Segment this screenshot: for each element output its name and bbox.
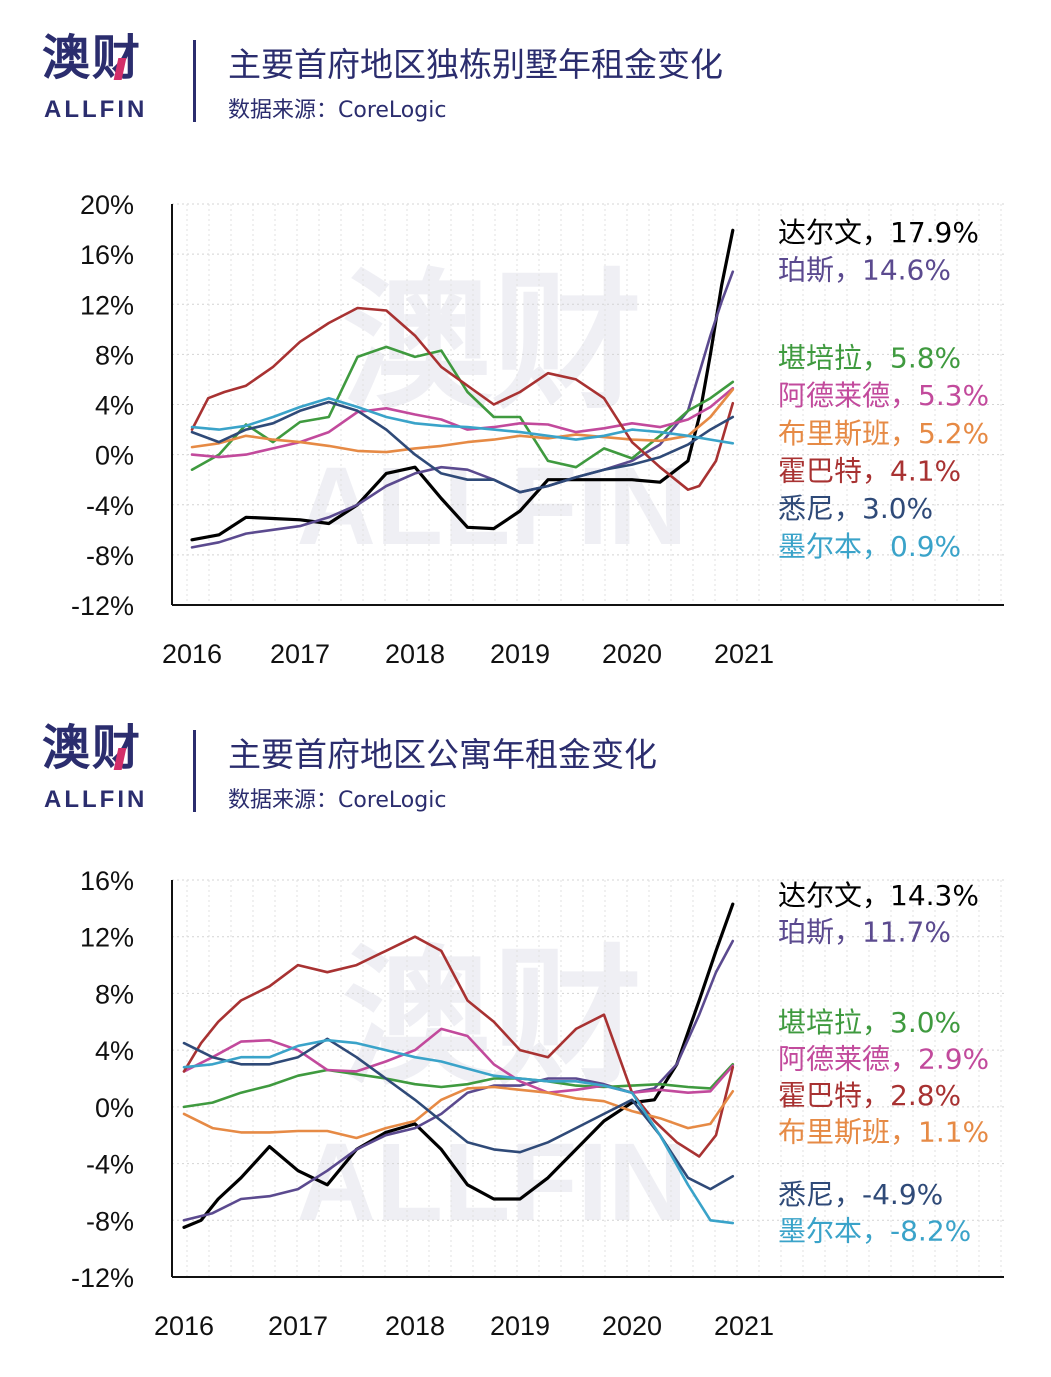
y-tick-label: 4% bbox=[95, 391, 134, 421]
series-line-7 bbox=[190, 396, 735, 445]
series-label: 悉尼，3.0% bbox=[778, 492, 933, 525]
chart-title: 主要首府地区独栋别墅年租金变化 bbox=[228, 45, 723, 84]
series-label: 霍巴特，2.8% bbox=[778, 1079, 961, 1112]
series-label: 珀斯，11.7% bbox=[778, 916, 951, 949]
x-tick-label: 2021 bbox=[714, 1311, 774, 1341]
header-divider bbox=[193, 730, 196, 812]
y-tick-label: 20% bbox=[80, 190, 134, 220]
watermark-cn: 澳财 bbox=[342, 258, 642, 426]
y-tick-label: 16% bbox=[80, 866, 134, 896]
y-tick-label: -12% bbox=[71, 1263, 134, 1293]
panel-header: 澳财 ALLFIN 主要首府地区独栋别墅年租金变化 数据来源：CoreLogic bbox=[0, 0, 1051, 123]
series-label: 霍巴特，4.1% bbox=[778, 455, 961, 488]
x-tick-label: 2019 bbox=[490, 1311, 550, 1341]
x-tick-label: 2021 bbox=[714, 639, 774, 669]
series-label: 布里斯班，1.1% bbox=[778, 1116, 989, 1149]
series-label: 墨尔本，0.9% bbox=[778, 530, 961, 563]
series-line-7 bbox=[182, 1038, 735, 1225]
y-tick-label: 12% bbox=[80, 923, 134, 953]
x-tick-label: 2017 bbox=[268, 1311, 328, 1341]
series-label: 达尔文，17.9% bbox=[778, 216, 979, 249]
chart-panel-apartments: 澳财 ALLFIN 主要首府地区公寓年租金变化 数据来源：CoreLogic 澳… bbox=[0, 690, 1051, 1377]
series-line-5 bbox=[190, 306, 735, 491]
series-line-6 bbox=[190, 400, 735, 494]
brand-logo-en: ALLFIN bbox=[44, 96, 148, 123]
brand-logo-en: ALLFIN bbox=[44, 786, 148, 813]
series-label: 阿德莱德，2.9% bbox=[778, 1043, 989, 1076]
series-line-6 bbox=[182, 1037, 735, 1191]
x-tick-label: 2018 bbox=[385, 639, 445, 669]
series-label: 布里斯班，5.2% bbox=[778, 417, 989, 450]
series-line-4 bbox=[182, 935, 735, 1158]
y-tick-label: -4% bbox=[86, 491, 134, 521]
series-line-5 bbox=[182, 1085, 735, 1140]
x-tick-label: 2016 bbox=[162, 639, 222, 669]
header-divider bbox=[193, 40, 196, 122]
gridlines bbox=[172, 879, 1004, 1278]
y-tick-label: 16% bbox=[80, 240, 134, 270]
y-tick-label: 8% bbox=[95, 340, 134, 370]
x-tick-label: 2019 bbox=[490, 639, 550, 669]
series-line-0 bbox=[190, 228, 735, 542]
y-tick-label: 0% bbox=[95, 441, 134, 471]
x-tick-label: 2018 bbox=[385, 1311, 445, 1341]
series-label: 堪培拉，3.0% bbox=[778, 1006, 961, 1039]
chart-panel-houses: 澳财 ALLFIN 主要首府地区独栋别墅年租金变化 数据来源：CoreLogic… bbox=[0, 0, 1051, 669]
y-tick-label: 8% bbox=[95, 979, 134, 1009]
y-tick-label: 12% bbox=[80, 290, 134, 320]
panel-header: 澳财 ALLFIN 主要首府地区公寓年租金变化 数据来源：CoreLogic bbox=[0, 690, 1051, 813]
y-tick-label: -8% bbox=[86, 541, 134, 571]
series-line-2 bbox=[182, 1063, 735, 1109]
chart-source: 数据来源：CoreLogic bbox=[228, 98, 447, 123]
series-label: 达尔文，14.3% bbox=[778, 879, 979, 912]
x-tick-label: 2020 bbox=[602, 639, 662, 669]
y-tick-label: 4% bbox=[95, 1036, 134, 1066]
series-label: 墨尔本，-8.2% bbox=[778, 1215, 971, 1248]
series-line-4 bbox=[190, 388, 735, 454]
series-label: 悉尼，-4.9% bbox=[778, 1178, 943, 1211]
watermark-en: ALLFIN bbox=[296, 1121, 687, 1244]
series-label: 阿德莱德，5.3% bbox=[778, 379, 989, 412]
chart-source: 数据来源：CoreLogic bbox=[228, 788, 447, 813]
y-tick-label: -12% bbox=[71, 591, 134, 621]
x-tick-label: 2017 bbox=[270, 639, 330, 669]
series-line-3 bbox=[190, 386, 735, 459]
series-line-3 bbox=[182, 1027, 735, 1094]
series-label: 堪培拉，5.8% bbox=[778, 341, 961, 374]
series-label: 珀斯，14.6% bbox=[778, 254, 951, 287]
series-line-1 bbox=[182, 939, 735, 1222]
series-line-0 bbox=[182, 902, 735, 1229]
x-tick-label: 2020 bbox=[602, 1311, 662, 1341]
x-tick-label: 2016 bbox=[154, 1311, 214, 1341]
y-tick-label: -4% bbox=[86, 1150, 134, 1180]
series-line-2 bbox=[190, 345, 735, 471]
y-tick-label: 0% bbox=[95, 1093, 134, 1123]
y-tick-label: -8% bbox=[86, 1206, 134, 1236]
chart-title: 主要首府地区公寓年租金变化 bbox=[228, 735, 657, 774]
